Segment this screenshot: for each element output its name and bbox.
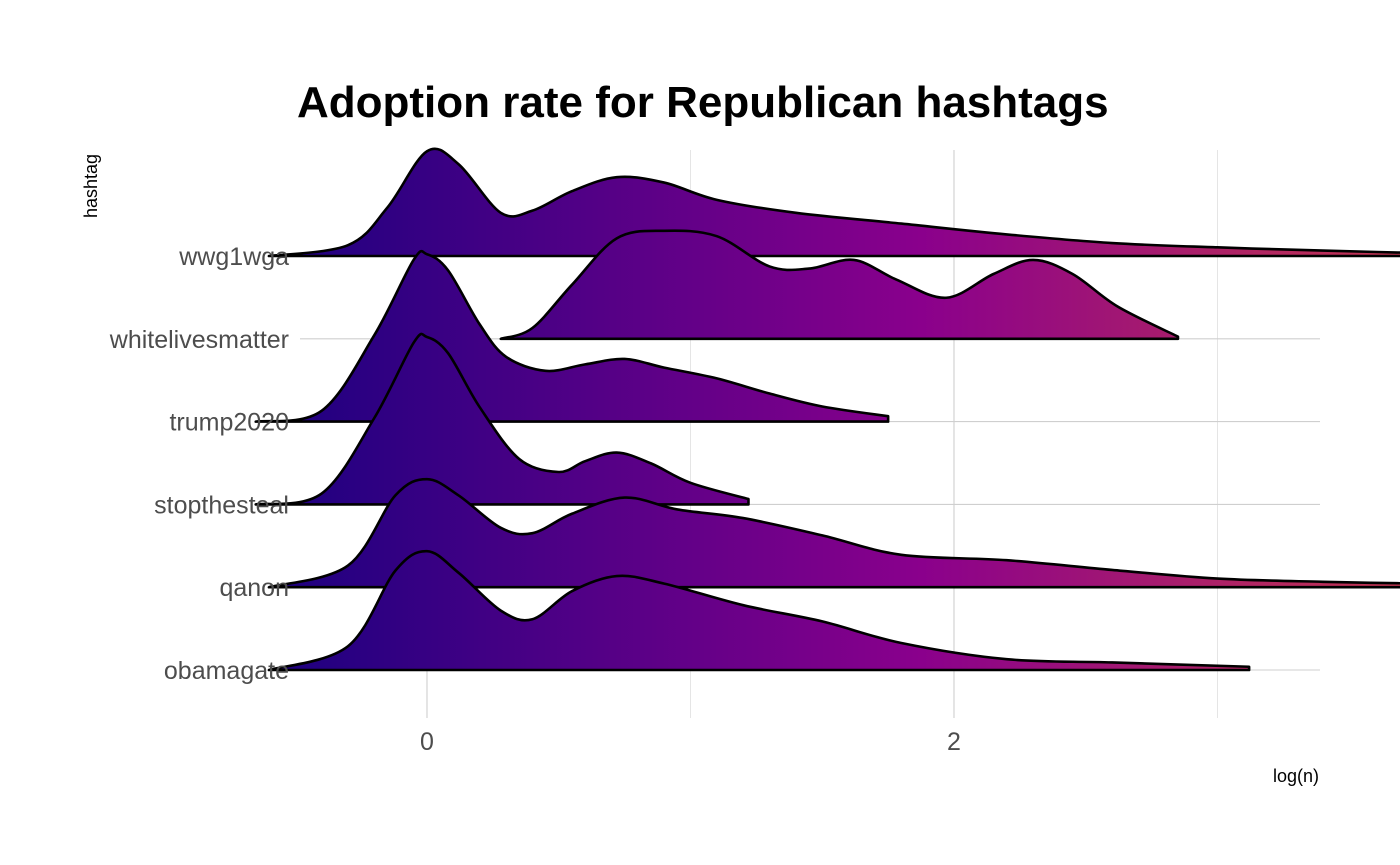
y-tick-label-whitelivesmatter: whitelivesmatter — [109, 326, 289, 354]
chart-title: Adoption rate for Republican hashtags — [297, 78, 1109, 127]
y-tick-label-wwg1wga: wwg1wga — [178, 243, 289, 271]
y-tick-label-obamagate: obamagate — [164, 657, 289, 685]
x-tick-labels: 0246 — [420, 728, 961, 756]
ridge-wwg1wga — [267, 147, 1400, 258]
y-tick-label-qanon: qanon — [219, 574, 289, 602]
ridges — [254, 147, 1400, 672]
ridge-obamagate — [267, 549, 1251, 672]
ridge-whitelivesmatter — [499, 229, 1180, 341]
x-tick-label: 2 — [947, 728, 961, 756]
x-tick-label: 0 — [420, 728, 434, 756]
x-axis-label: log(n) — [1273, 766, 1319, 786]
ridge-qanon — [267, 477, 1400, 589]
y-tick-label-trump2020: trump2020 — [169, 409, 289, 437]
ridge-stopthesteal — [254, 332, 750, 506]
y-tick-labels: wwg1wga whitelivesmatter trump2020 stopthes… — [109, 243, 289, 685]
y-tick-label-stopthesteal: stopthesteal — [154, 491, 289, 519]
y-axis-label: hashtag — [81, 154, 101, 218]
